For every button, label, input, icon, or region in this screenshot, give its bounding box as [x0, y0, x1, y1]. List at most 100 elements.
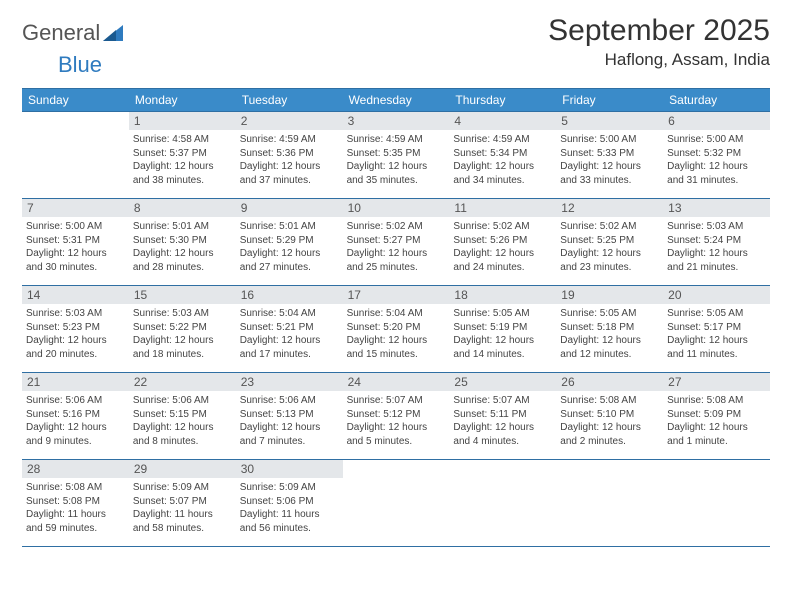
day-detail: Sunrise: 5:07 AMSunset: 5:11 PMDaylight:… — [453, 394, 552, 448]
day-cell: 11Sunrise: 5:02 AMSunset: 5:26 PMDayligh… — [449, 199, 556, 285]
day-detail-line: and 12 minutes. — [560, 348, 659, 362]
day-detail: Sunrise: 5:08 AMSunset: 5:10 PMDaylight:… — [560, 394, 659, 448]
day-number: 2 — [236, 112, 343, 130]
day-detail-line: and 9 minutes. — [26, 435, 125, 449]
month-title: September 2025 — [548, 14, 770, 48]
day-detail: Sunrise: 5:01 AMSunset: 5:30 PMDaylight:… — [133, 220, 232, 274]
day-detail-line: Sunset: 5:12 PM — [347, 408, 446, 422]
day-cell — [556, 460, 663, 546]
day-detail-line: Daylight: 12 hours — [667, 334, 766, 348]
calendar: Sunday Monday Tuesday Wednesday Thursday… — [22, 88, 770, 547]
day-detail-line: Daylight: 12 hours — [347, 160, 446, 174]
day-detail-line: Sunrise: 5:04 AM — [347, 307, 446, 321]
day-number: 22 — [129, 373, 236, 391]
day-detail-line: Sunrise: 5:08 AM — [667, 394, 766, 408]
day-detail-line: Sunset: 5:10 PM — [560, 408, 659, 422]
day-detail: Sunrise: 5:06 AMSunset: 5:15 PMDaylight:… — [133, 394, 232, 448]
day-cell: 27Sunrise: 5:08 AMSunset: 5:09 PMDayligh… — [663, 373, 770, 459]
day-detail: Sunrise: 4:59 AMSunset: 5:36 PMDaylight:… — [240, 133, 339, 187]
day-detail-line: Sunrise: 5:09 AM — [133, 481, 232, 495]
week-row: 21 Sunrise: 5:06 AMSunset: 5:16 PMDayligh… — [22, 373, 770, 460]
day-detail-line: Sunset: 5:20 PM — [347, 321, 446, 335]
day-detail-line: and 58 minutes. — [133, 522, 232, 536]
day-detail-line: Sunset: 5:09 PM — [667, 408, 766, 422]
day-detail-line: Daylight: 11 hours — [26, 508, 125, 522]
day-detail-line: Sunset: 5:21 PM — [240, 321, 339, 335]
day-number: 24 — [343, 373, 450, 391]
day-detail-line: Sunrise: 5:06 AM — [26, 394, 125, 408]
day-cell: 5Sunrise: 5:00 AMSunset: 5:33 PMDaylight… — [556, 112, 663, 198]
day-detail: Sunrise: 5:00 AMSunset: 5:32 PMDaylight:… — [667, 133, 766, 187]
day-detail-line: Sunset: 5:32 PM — [667, 147, 766, 161]
day-detail-line: and 38 minutes. — [133, 174, 232, 188]
day-detail-line: and 15 minutes. — [347, 348, 446, 362]
day-cell: 26 Sunrise: 5:08 AMSunset: 5:10 PMDayligh… — [556, 373, 663, 459]
day-detail: Sunrise: 5:06 AMSunset: 5:16 PMDaylight:… — [26, 394, 125, 448]
day-detail-line: Daylight: 12 hours — [240, 421, 339, 435]
day-detail-line: Sunset: 5:34 PM — [453, 147, 552, 161]
day-detail-line: and 37 minutes. — [240, 174, 339, 188]
day-number: 11 — [449, 199, 556, 217]
day-cell — [663, 460, 770, 546]
day-detail-line: Sunset: 5:26 PM — [453, 234, 552, 248]
day-detail: Sunrise: 5:04 AMSunset: 5:21 PMDaylight:… — [240, 307, 339, 361]
day-detail-line: Daylight: 12 hours — [240, 334, 339, 348]
day-detail-line: Sunrise: 5:01 AM — [240, 220, 339, 234]
day-detail-line: Daylight: 12 hours — [560, 160, 659, 174]
dow-friday: Friday — [556, 89, 663, 111]
day-cell: 22 Sunrise: 5:06 AMSunset: 5:15 PMDayligh… — [129, 373, 236, 459]
brand-word-2: Blue — [22, 52, 102, 78]
day-cell: 16Sunrise: 5:04 AMSunset: 5:21 PMDayligh… — [236, 286, 343, 372]
day-detail-line: and 8 minutes. — [133, 435, 232, 449]
day-detail-line: Sunset: 5:18 PM — [560, 321, 659, 335]
day-number: 21 — [22, 373, 129, 391]
day-detail-line: Sunset: 5:27 PM — [347, 234, 446, 248]
day-number: 26 — [556, 373, 663, 391]
day-detail-line: Daylight: 12 hours — [133, 334, 232, 348]
day-detail-line: Sunrise: 5:05 AM — [560, 307, 659, 321]
day-detail-line: Daylight: 12 hours — [667, 160, 766, 174]
day-cell: 15Sunrise: 5:03 AMSunset: 5:22 PMDayligh… — [129, 286, 236, 372]
day-detail-line: Sunset: 5:33 PM — [560, 147, 659, 161]
day-detail-line: Sunrise: 4:58 AM — [133, 133, 232, 147]
day-number: 13 — [663, 199, 770, 217]
day-detail-line: Sunrise: 5:00 AM — [26, 220, 125, 234]
day-detail-line: Sunset: 5:13 PM — [240, 408, 339, 422]
day-number: 1 — [129, 112, 236, 130]
day-detail-line: Sunrise: 5:01 AM — [133, 220, 232, 234]
day-detail-line: Sunset: 5:29 PM — [240, 234, 339, 248]
day-number: 7 — [22, 199, 129, 217]
day-detail-line: Sunrise: 4:59 AM — [240, 133, 339, 147]
day-detail-line: Sunrise: 5:02 AM — [560, 220, 659, 234]
day-cell: 8Sunrise: 5:01 AMSunset: 5:30 PMDaylight… — [129, 199, 236, 285]
dow-sunday: Sunday — [22, 89, 129, 111]
day-detail-line: Daylight: 12 hours — [133, 160, 232, 174]
day-detail: Sunrise: 4:59 AMSunset: 5:35 PMDaylight:… — [347, 133, 446, 187]
day-detail-line: Daylight: 11 hours — [240, 508, 339, 522]
day-detail-line: Daylight: 12 hours — [453, 421, 552, 435]
day-cell: 1Sunrise: 4:58 AMSunset: 5:37 PMDaylight… — [129, 112, 236, 198]
day-detail-line: and 59 minutes. — [26, 522, 125, 536]
day-detail-line: Sunset: 5:30 PM — [133, 234, 232, 248]
week-row: 28Sunrise: 5:08 AMSunset: 5:08 PMDayligh… — [22, 460, 770, 547]
day-detail-line: Daylight: 12 hours — [560, 247, 659, 261]
day-detail-line: Daylight: 12 hours — [26, 247, 125, 261]
day-detail-line: and 14 minutes. — [453, 348, 552, 362]
day-detail-line: and 33 minutes. — [560, 174, 659, 188]
day-detail-line: Sunset: 5:17 PM — [667, 321, 766, 335]
day-detail-line: and 11 minutes. — [667, 348, 766, 362]
day-number: 20 — [663, 286, 770, 304]
day-cell: 24 Sunrise: 5:07 AMSunset: 5:12 PMDayligh… — [343, 373, 450, 459]
week-row: 14Sunrise: 5:03 AMSunset: 5:23 PMDayligh… — [22, 286, 770, 373]
brand-logo: General — [22, 14, 123, 46]
day-detail: Sunrise: 5:07 AMSunset: 5:12 PMDaylight:… — [347, 394, 446, 448]
day-detail-line: Sunrise: 5:02 AM — [453, 220, 552, 234]
day-detail-line: and 5 minutes. — [347, 435, 446, 449]
day-number: 4 — [449, 112, 556, 130]
day-cell: 9Sunrise: 5:01 AMSunset: 5:29 PMDaylight… — [236, 199, 343, 285]
day-cell: 13Sunrise: 5:03 AMSunset: 5:24 PMDayligh… — [663, 199, 770, 285]
day-detail-line: and 28 minutes. — [133, 261, 232, 275]
day-cell — [343, 460, 450, 546]
day-detail-line: Daylight: 12 hours — [26, 334, 125, 348]
day-detail-line: Daylight: 11 hours — [133, 508, 232, 522]
